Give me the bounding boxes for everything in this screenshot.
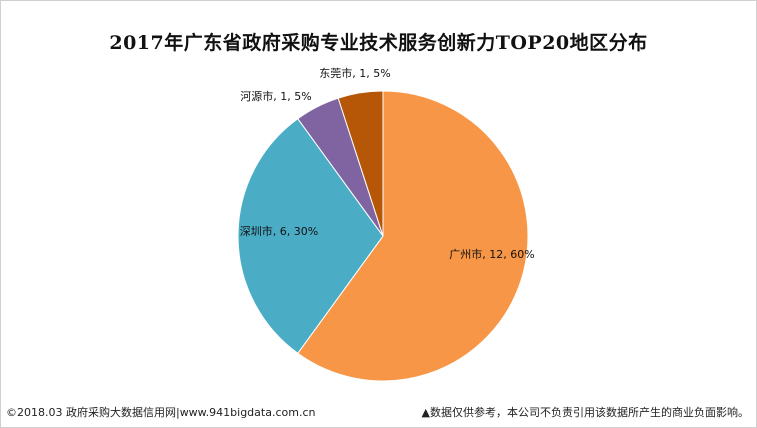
slice-data-label: 东莞市, 1, 5% [319,66,390,80]
slice-data-label: 深圳市, 6, 30% [240,224,318,238]
pie-slice-1 [297,90,529,382]
pie-slice-2 [237,117,384,355]
footer-source: ©2018.03 政府采购大数据信用网|www.941bigdata.com.c… [6,406,316,419]
pie-slice-4 [337,90,384,237]
slice-data-label: 河源市, 1, 5% [240,89,311,103]
slice-data-label: 广州市, 12, 60% [449,247,534,261]
footer-disclaimer: ▲数据仅供参考，本公司不负责引用该数据所产生的商业负面影响。 [421,406,749,419]
chart-title: 2017年广东省政府采购专业技术服务创新力TOP20地区分布 [109,32,648,54]
